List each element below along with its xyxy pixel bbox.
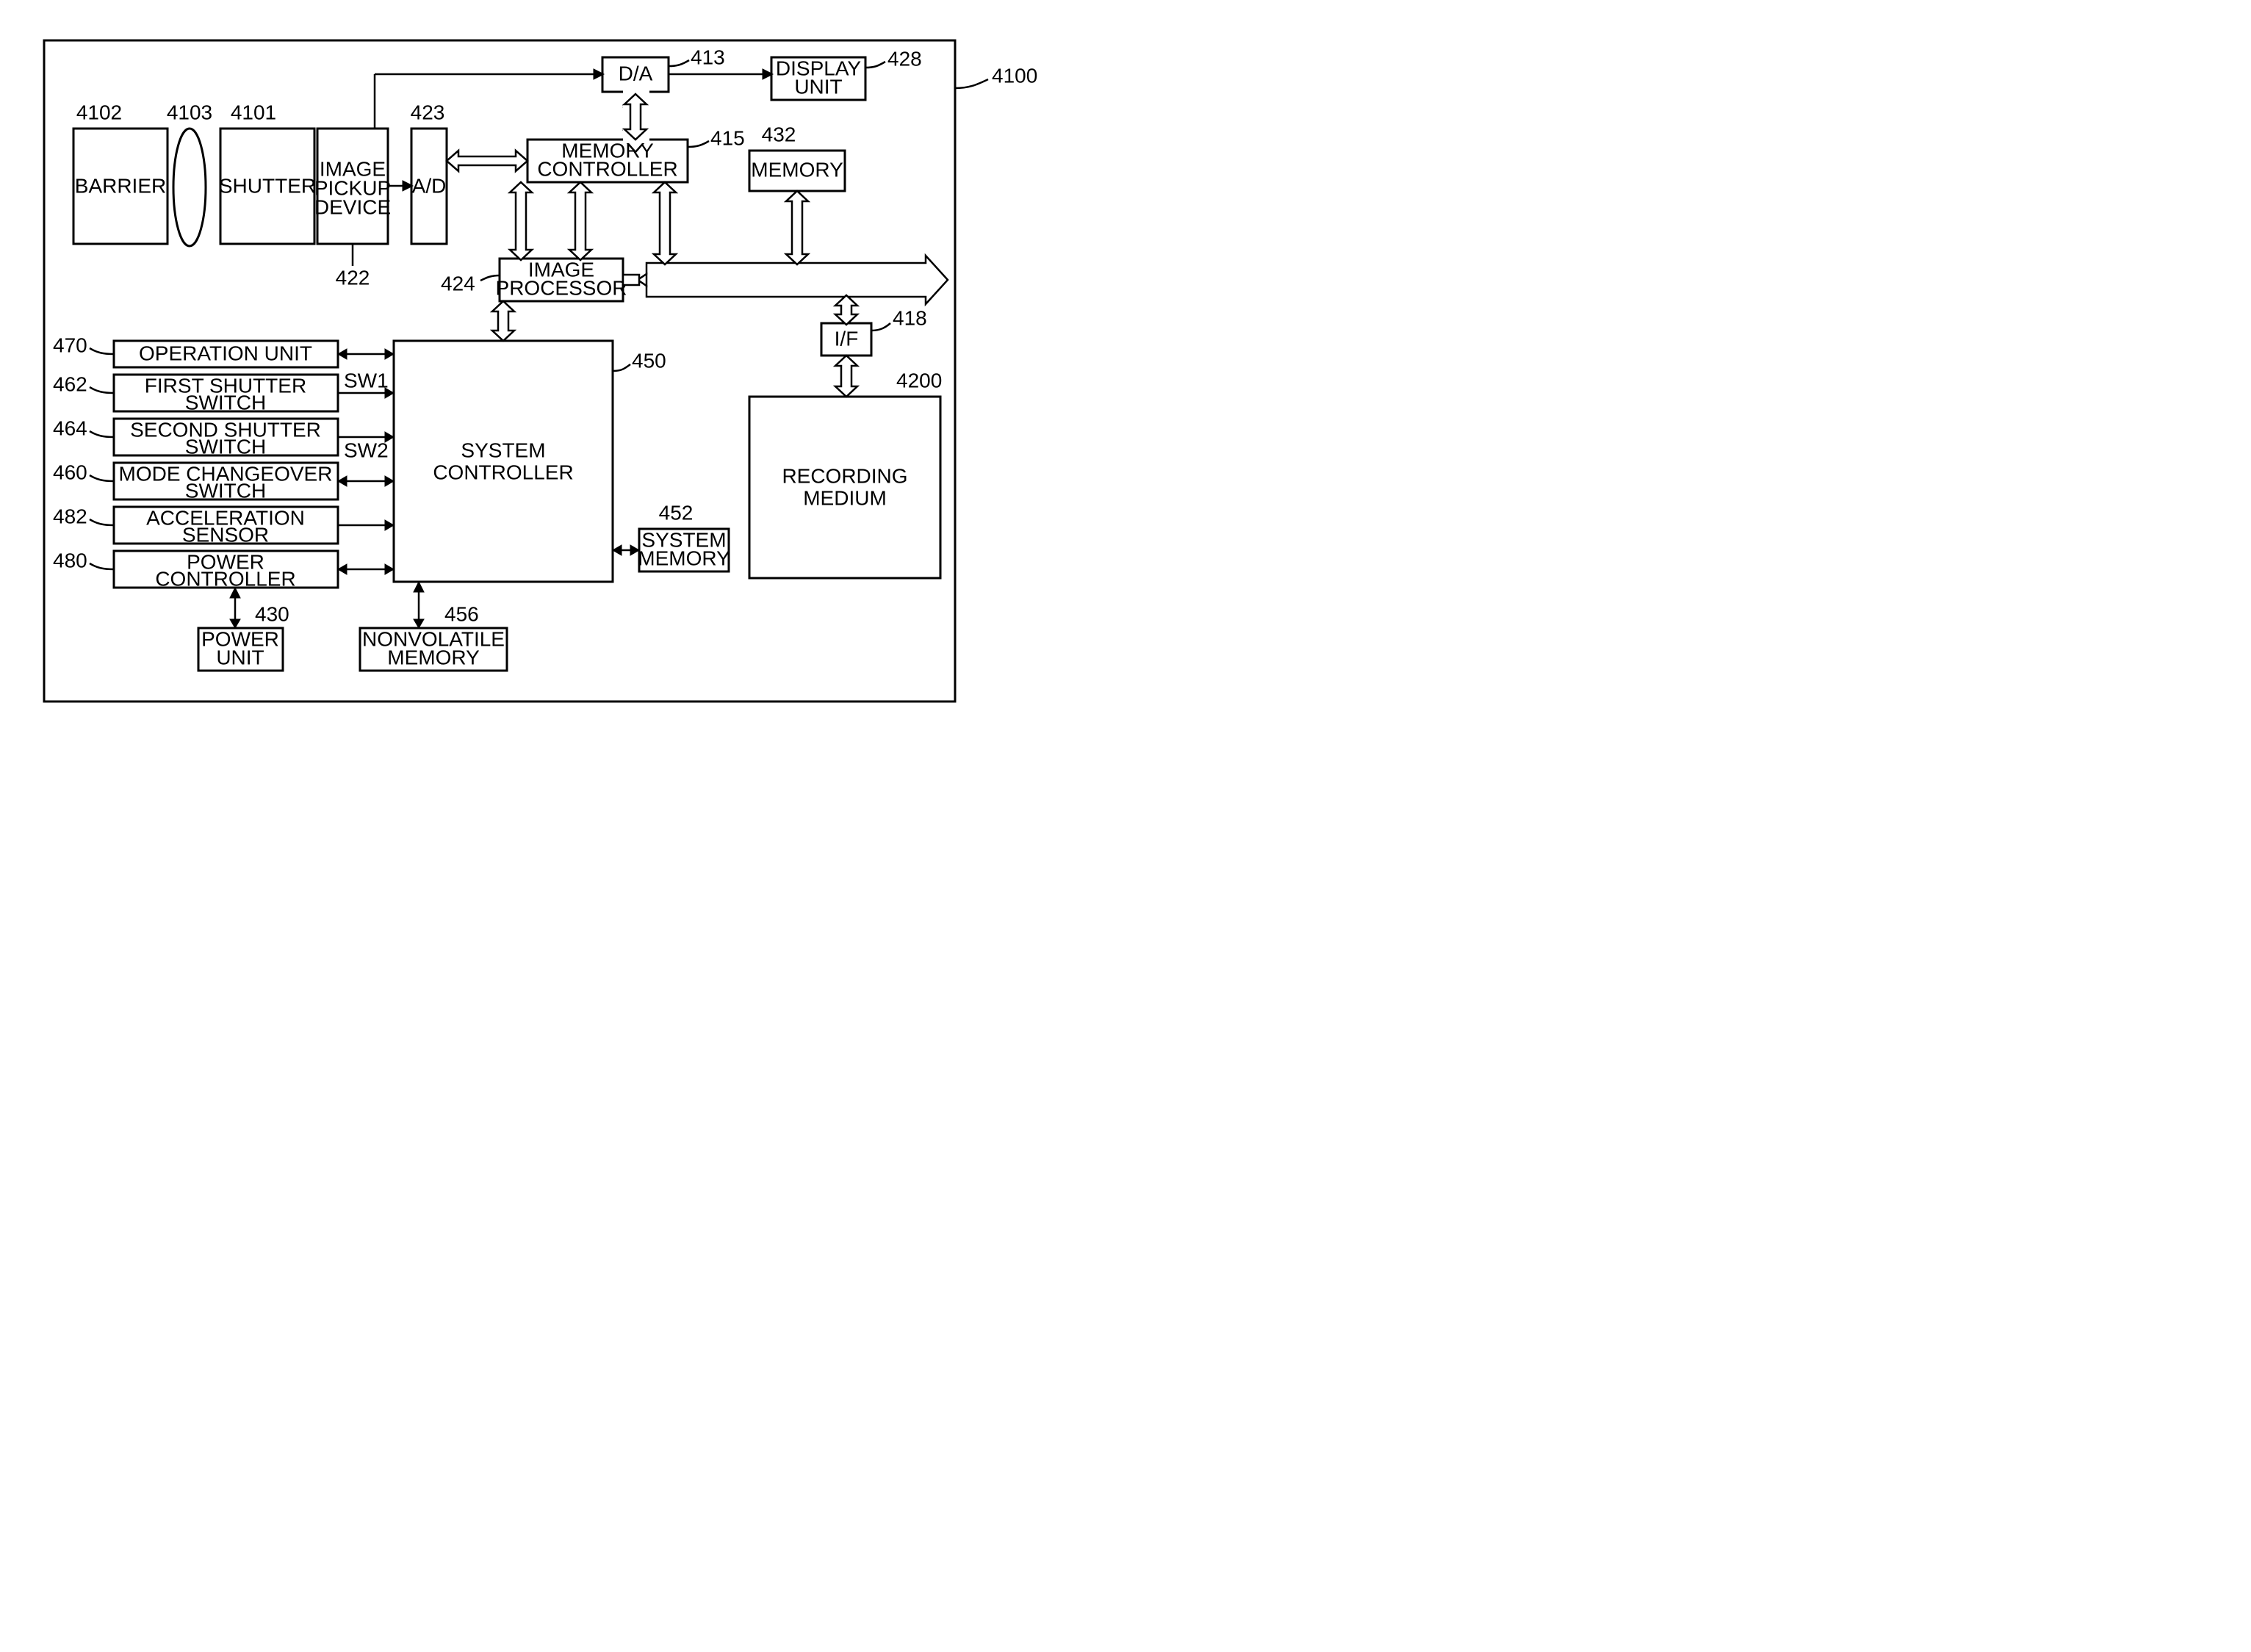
- label-sysctrl-1: SYSTEM: [461, 439, 545, 461]
- label-pwrctrl-2: CONTROLLER: [155, 567, 295, 590]
- label-barrier: BARRIER: [75, 174, 166, 197]
- ref-415: 415: [710, 126, 745, 149]
- ref-422: 422: [336, 266, 370, 289]
- label-pwrunit-2: UNIT: [216, 646, 264, 668]
- label-sw2-sw: SW2: [344, 439, 389, 461]
- label-memory: MEMORY: [751, 158, 843, 181]
- label-nvmem-2: MEMORY: [387, 646, 480, 668]
- ref-462: 462: [53, 372, 87, 395]
- ref-4200: 4200: [896, 369, 942, 392]
- ref-470: 470: [53, 333, 87, 356]
- ref-480: 480: [53, 549, 87, 571]
- ref-452: 452: [659, 501, 694, 524]
- label-accel-2: SENSOR: [182, 523, 269, 546]
- ref-464: 464: [53, 416, 87, 439]
- label-sw1-2: SWITCH: [185, 391, 266, 414]
- ref-428: 428: [887, 47, 922, 70]
- label-sysctrl-2: CONTROLLER: [433, 461, 573, 483]
- label-da: D/A: [619, 62, 653, 84]
- label-memctrl-2: CONTROLLER: [537, 157, 677, 180]
- label-pickup-3: DEVICE: [314, 195, 391, 218]
- label-recmed-2: MEDIUM: [803, 486, 887, 509]
- ref-432: 432: [762, 123, 796, 145]
- ref-418: 418: [893, 306, 927, 329]
- ref-423: 423: [411, 101, 445, 123]
- ref-4102: 4102: [76, 101, 122, 123]
- label-shutter: SHUTTER: [219, 174, 316, 197]
- ref-4100: 4100: [992, 64, 1037, 87]
- label-imgproc-2: PROCESSOR: [496, 276, 627, 299]
- bus-arrow: [638, 256, 948, 304]
- ref-460: 460: [53, 461, 87, 483]
- label-display-2: UNIT: [794, 75, 842, 98]
- label-ad: A/D: [412, 174, 447, 197]
- label-opunit: OPERATION UNIT: [139, 342, 312, 364]
- label-recmed-1: RECORDING: [782, 464, 907, 487]
- label-if: I/F: [835, 327, 859, 350]
- block-lens: [173, 129, 206, 246]
- ref-424: 424: [441, 272, 475, 295]
- label-modesw-2: SWITCH: [185, 479, 266, 502]
- ref-413: 413: [691, 46, 725, 68]
- label-sw2-2: SWITCH: [185, 435, 266, 458]
- label-sw1-sw: SW1: [344, 369, 389, 392]
- ref-482: 482: [53, 505, 87, 527]
- ref-430: 430: [255, 602, 289, 625]
- ref-450: 450: [632, 349, 666, 372]
- ref-456: 456: [444, 602, 479, 625]
- ref-4101: 4101: [231, 101, 276, 123]
- label-sysmem-2: MEMORY: [638, 547, 730, 569]
- ref-4103: 4103: [167, 101, 212, 123]
